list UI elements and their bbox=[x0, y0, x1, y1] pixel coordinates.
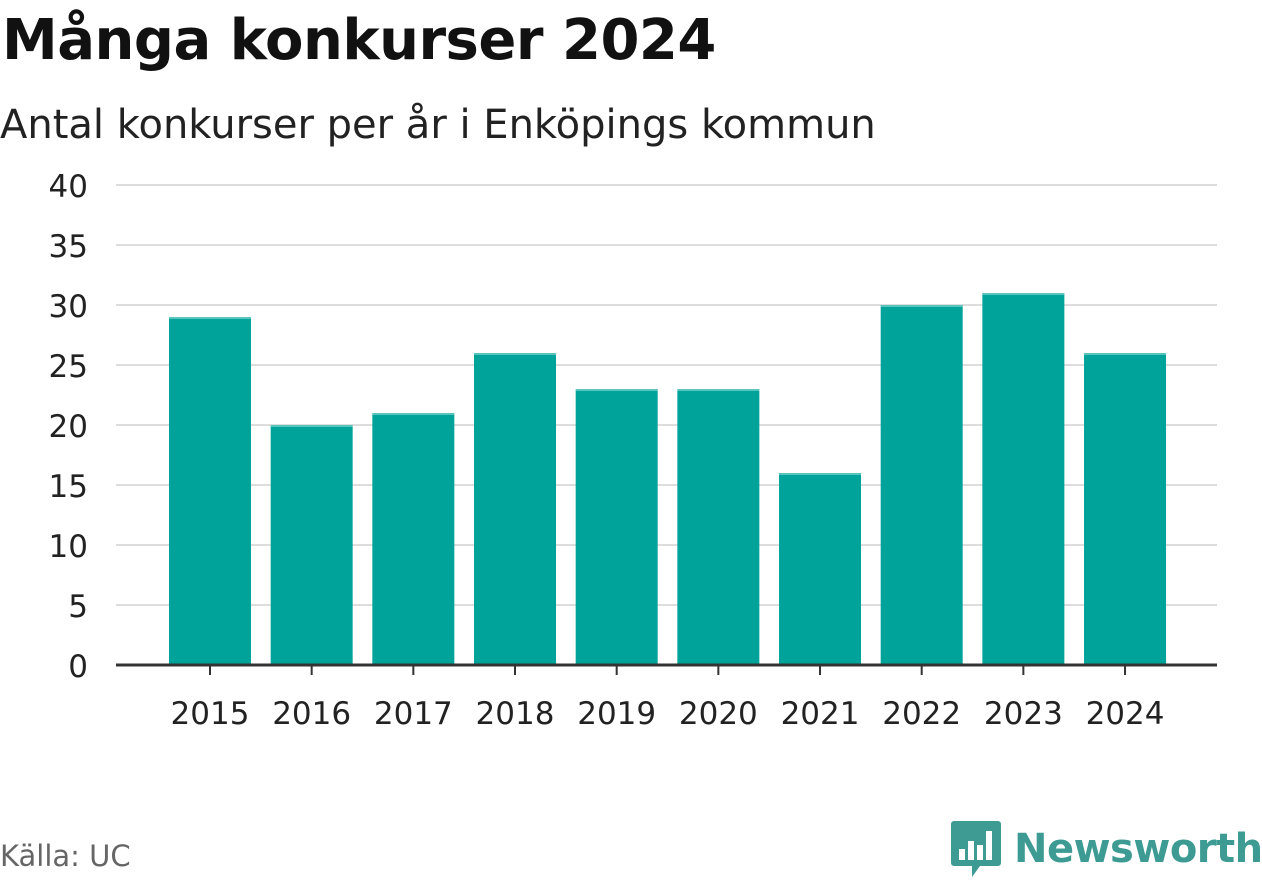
x-tick-label: 2015 bbox=[171, 696, 250, 732]
y-tick-label: 5 bbox=[68, 589, 88, 625]
y-tick-label: 20 bbox=[49, 409, 88, 445]
x-tick-label: 2022 bbox=[882, 696, 961, 732]
bar-2024 bbox=[1084, 353, 1167, 665]
x-tick-label: 2024 bbox=[1086, 696, 1165, 732]
y-tick-label: 30 bbox=[49, 289, 88, 325]
y-tick-label: 15 bbox=[49, 469, 88, 505]
x-tick-label: 2020 bbox=[679, 696, 758, 732]
brand-name: Newsworthy bbox=[1014, 826, 1262, 872]
bar-2023 bbox=[982, 293, 1065, 665]
bar-2020 bbox=[677, 389, 760, 665]
y-tick-label: 0 bbox=[68, 649, 88, 685]
source-note: Källa: UC bbox=[0, 839, 131, 873]
bar-2017 bbox=[372, 413, 455, 665]
x-tick-label: 2017 bbox=[374, 696, 453, 732]
bar-2016 bbox=[270, 425, 353, 665]
brand: Newsworthy bbox=[950, 818, 1262, 880]
bar-2019 bbox=[575, 389, 658, 665]
y-tick-label: 25 bbox=[49, 349, 88, 385]
bar-2022 bbox=[880, 305, 963, 665]
bar-2015 bbox=[169, 317, 251, 665]
chart-subtitle: Antal konkurser per år i Enköpings kommu… bbox=[0, 102, 876, 148]
bar-chart-speech-bubble-icon bbox=[951, 821, 1001, 877]
y-tick-label: 40 bbox=[49, 169, 88, 205]
y-tick-label: 10 bbox=[49, 529, 88, 565]
chart-title: Många konkurser 2024 bbox=[2, 8, 716, 73]
x-tick-label: 2019 bbox=[577, 696, 656, 732]
bar-2018 bbox=[474, 353, 557, 665]
x-tick-label: 2023 bbox=[984, 696, 1063, 732]
y-tick-label: 35 bbox=[49, 229, 88, 265]
bar-2021 bbox=[779, 473, 862, 665]
x-tick-label: 2021 bbox=[781, 696, 860, 732]
x-tick-label: 2018 bbox=[476, 696, 555, 732]
x-tick-label: 2016 bbox=[272, 696, 351, 732]
